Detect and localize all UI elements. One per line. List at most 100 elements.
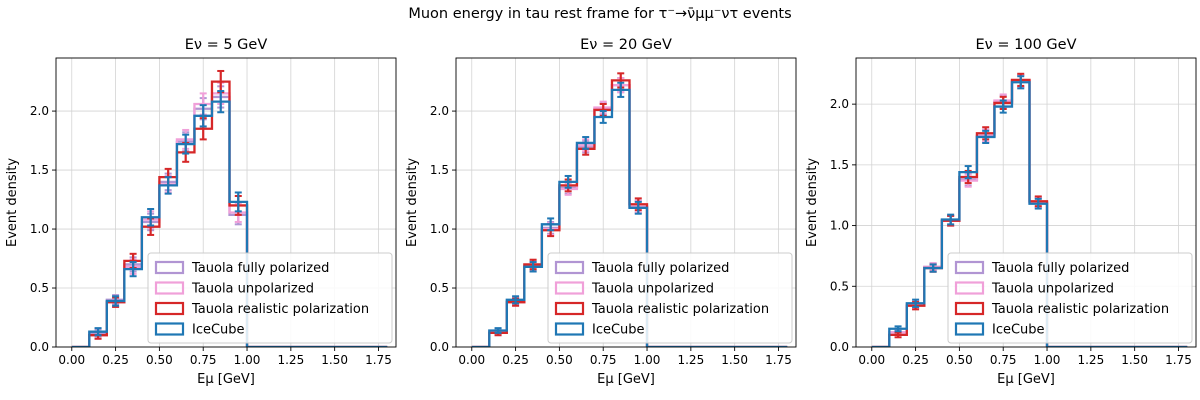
chart-panel-2: 0.00 0.25 0.50 0.75 1.00 1.25 1.50 1.75 0.0 0.5 1.… — [405, 37, 797, 387]
axes-frame — [855, 57, 1197, 348]
x-tick-label: 0.50 — [946, 353, 973, 367]
legend-label-4: IceCube — [592, 323, 645, 338]
x-tick-label: 1.25 — [1077, 353, 1104, 367]
y-axis-label: Event density — [805, 158, 820, 247]
y-tick-label: 2.0 — [830, 97, 849, 111]
legend: Tauola fully polarized Tauola unpolarized… — [547, 252, 793, 344]
legend-swatch-4 — [154, 322, 185, 336]
y-tick-label: 0.0 — [430, 340, 449, 354]
legend-label-3: Tauola realistic polarization — [191, 302, 369, 317]
legend-box — [947, 252, 1193, 344]
y-tick-label: 1.5 — [830, 158, 849, 172]
legend-swatch-2 — [554, 281, 585, 295]
y-tick-label: 0.5 — [430, 281, 449, 295]
panel-title: Eν = 5 GeV — [185, 37, 268, 53]
legend-swatch-2 — [954, 281, 985, 295]
legend-swatch-3 — [154, 301, 185, 316]
y-tick-label: 2.0 — [30, 104, 49, 118]
y-tick-label: 0.5 — [30, 281, 49, 295]
series-errorbars-4 — [494, 81, 642, 334]
y-axis-label: Event density — [405, 158, 420, 247]
y-tick-label: 1.5 — [30, 163, 49, 177]
legend-label-4: IceCube — [192, 323, 245, 338]
ticks: 0.00 0.25 0.50 0.75 1.00 1.25 1.50 1.75 0.0 0.5 1.… — [430, 104, 792, 367]
legend-swatch-2 — [154, 281, 185, 295]
x-tick-label: 1.50 — [321, 353, 348, 367]
x-tick-label: 0.75 — [990, 353, 1017, 367]
legend-swatch-1 — [554, 260, 585, 275]
x-tick-label: 1.50 — [721, 353, 748, 367]
panel-title: Eν = 20 GeV — [580, 37, 672, 53]
legend-label-3: Tauola realistic polarization — [591, 302, 769, 317]
ticks: 0.00 0.25 0.50 0.75 1.00 1.25 1.50 1.75 0.0 0.5 1.… — [30, 104, 392, 367]
x-tick-label: 1.00 — [634, 353, 661, 367]
y-tick-label: 1.0 — [430, 222, 449, 236]
legend-swatch-3 — [954, 301, 985, 316]
legend-label-2: Tauola unpolarized — [191, 282, 314, 297]
legend-swatch-4 — [954, 322, 985, 336]
chart-panel-3: 0.00 0.25 0.50 0.75 1.00 1.25 1.50 1.75 0.0 0.5 1.… — [805, 37, 1197, 387]
x-tick-label: 1.75 — [1165, 353, 1192, 367]
y-tick-label: 0.0 — [830, 340, 849, 354]
legend-box — [547, 252, 793, 344]
series-step-line-3 — [471, 79, 788, 347]
x-axis-label: Eμ [GeV] — [597, 372, 655, 387]
data-layer — [871, 72, 1188, 347]
legend-label-2: Tauola unpolarized — [591, 282, 714, 297]
panel-title: Eν = 100 GeV — [976, 37, 1077, 53]
x-tick-label: 1.00 — [234, 353, 261, 367]
x-tick-label: 0.50 — [146, 353, 173, 367]
x-tick-label: 0.75 — [590, 353, 617, 367]
legend: Tauola fully polarized Tauola unpolarized… — [947, 252, 1193, 344]
x-tick-label: 1.25 — [277, 353, 304, 367]
y-tick-label: 1.0 — [30, 222, 49, 236]
series-step-line-3 — [871, 78, 1188, 347]
x-tick-label: 1.00 — [1034, 353, 1061, 367]
series-step-line-2 — [871, 79, 1188, 347]
x-tick-label: 0.00 — [858, 353, 885, 367]
legend: Tauola fully polarized Tauola unpolarized… — [147, 252, 393, 344]
x-axis-label: Eμ [GeV] — [197, 372, 255, 387]
x-tick-label: 0.75 — [190, 353, 217, 367]
y-tick-label: 0.5 — [830, 279, 849, 293]
series-errorbars-4 — [94, 90, 242, 337]
x-tick-label: 1.75 — [765, 353, 792, 367]
chart-panel-1: 0.00 0.25 0.50 0.75 1.00 1.25 1.50 1.75 0.0 0.5 1.… — [5, 37, 397, 387]
y-tick-label: 0.0 — [30, 340, 49, 354]
legend-label-1: Tauola fully polarized — [991, 261, 1129, 276]
y-tick-label: 1.5 — [430, 163, 449, 177]
x-axis-label: Eμ [GeV] — [997, 372, 1055, 387]
y-tick-label: 1.0 — [830, 219, 849, 233]
x-tick-label: 0.00 — [458, 353, 485, 367]
series-step-line-4 — [871, 81, 1188, 347]
legend-swatch-3 — [554, 301, 585, 316]
data-layer — [471, 72, 788, 347]
x-tick-label: 1.50 — [1121, 353, 1148, 367]
y-axis-label: Event density — [5, 158, 20, 247]
x-tick-label: 0.00 — [58, 353, 85, 367]
x-tick-label: 0.50 — [546, 353, 573, 367]
legend-box — [147, 252, 393, 344]
x-tick-label: 1.25 — [677, 353, 704, 367]
axes-frame — [55, 57, 397, 348]
legend-swatch-1 — [954, 260, 985, 275]
x-tick-label: 0.25 — [502, 353, 529, 367]
series-step-line-4 — [471, 88, 788, 347]
figure-suptitle: Muon energy in tau rest frame for τ⁻→ν̄μ… — [408, 6, 791, 22]
legend-swatch-1 — [154, 260, 185, 275]
legend-label-2: Tauola unpolarized — [991, 282, 1114, 297]
x-tick-label: 0.25 — [902, 353, 929, 367]
legend-swatch-4 — [554, 322, 585, 336]
x-tick-label: 1.75 — [365, 353, 392, 367]
legend-label-3: Tauola realistic polarization — [991, 302, 1169, 317]
ticks: 0.00 0.25 0.50 0.75 1.00 1.25 1.50 1.75 0.0 0.5 1.… — [830, 97, 1192, 367]
axes-frame — [455, 57, 797, 348]
legend-label-4: IceCube — [992, 323, 1045, 338]
data-layer — [71, 69, 388, 347]
y-tick-label: 2.0 — [430, 104, 449, 118]
legend-label-1: Tauola fully polarized — [591, 261, 729, 276]
legend-label-1: Tauola fully polarized — [191, 261, 329, 276]
series-errorbars-4 — [894, 75, 1042, 333]
